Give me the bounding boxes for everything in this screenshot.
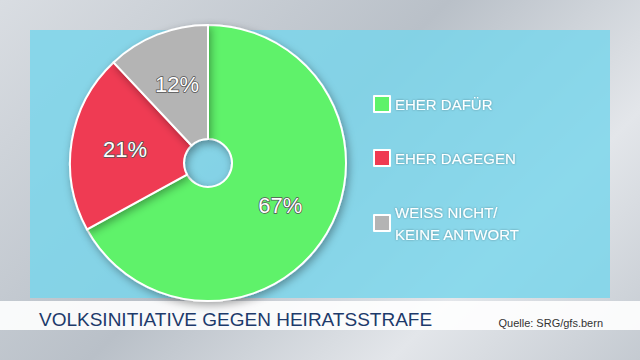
svg-text:KEINE ANTWORT: KEINE ANTWORT [395, 226, 519, 243]
svg-text:67%: 67% [258, 193, 302, 218]
svg-text:VOLKSINITIATIVE GEGEN HEIRATSS: VOLKSINITIATIVE GEGEN HEIRATSSTRAFE [39, 309, 432, 330]
svg-text:EHER DAGEGEN: EHER DAGEGEN [395, 150, 516, 167]
svg-text:12%: 12% [155, 72, 199, 97]
svg-text:21%: 21% [103, 137, 147, 162]
svg-text:Quelle: SRG/gfs.bern: Quelle: SRG/gfs.bern [498, 317, 603, 329]
svg-text:WEISS NICHT/: WEISS NICHT/ [395, 204, 502, 221]
svg-text:EHER DAFÜR: EHER DAFÜR [395, 96, 493, 113]
